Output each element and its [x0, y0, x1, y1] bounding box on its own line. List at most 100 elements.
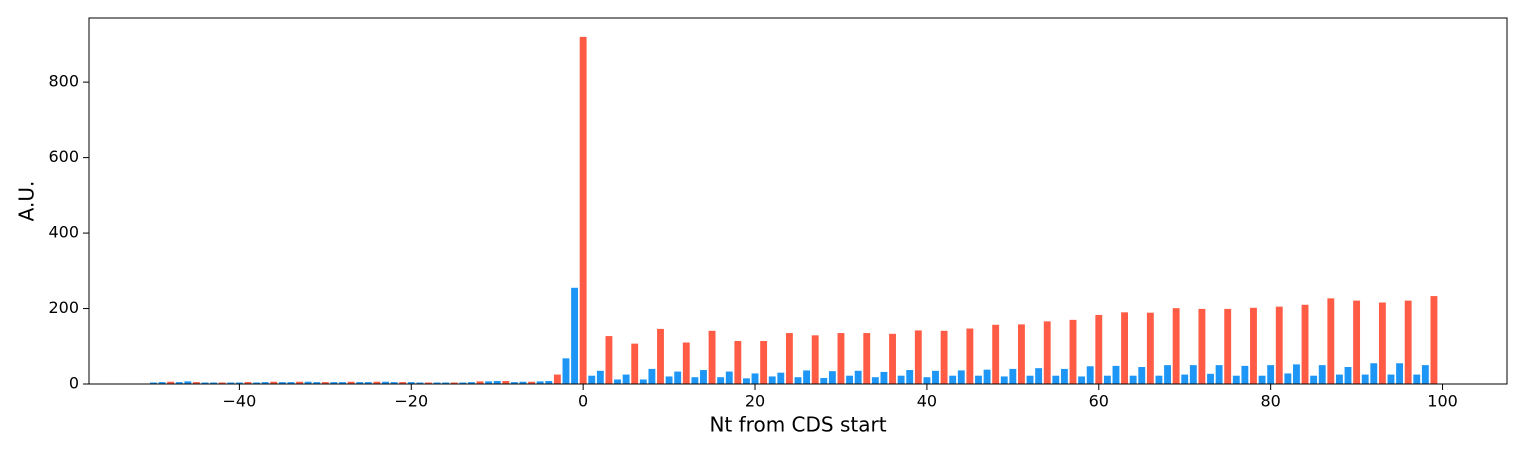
bar [983, 369, 991, 384]
bar [339, 382, 346, 384]
x-tick-label: −40 [223, 392, 257, 411]
bar [1095, 314, 1103, 384]
bar [889, 333, 896, 384]
x-tick-label: 60 [1089, 392, 1109, 411]
bar [1224, 308, 1232, 384]
bar [1121, 312, 1129, 384]
bar [1103, 375, 1111, 384]
y-tick-label: 400 [48, 223, 79, 242]
x-tick-label: 80 [1260, 392, 1280, 411]
bar [1155, 375, 1163, 384]
bar [863, 333, 871, 384]
bar [218, 382, 226, 384]
y-tick-label: 800 [48, 72, 79, 91]
bar [278, 382, 286, 384]
bar [828, 371, 836, 384]
bar [803, 370, 811, 384]
bar [450, 382, 458, 384]
bar [1387, 374, 1395, 384]
bar [648, 368, 656, 384]
y-tick-label: 600 [48, 147, 79, 166]
bar [880, 371, 888, 384]
bar [210, 382, 218, 384]
bar [321, 382, 329, 384]
bar [1215, 365, 1223, 384]
bar [1000, 376, 1008, 384]
bar [227, 382, 235, 384]
bar [708, 330, 716, 384]
bar [665, 376, 673, 384]
bar [459, 382, 467, 384]
bar [820, 377, 828, 384]
bar [1396, 363, 1404, 384]
bar [1112, 365, 1120, 384]
bar [914, 330, 922, 384]
bar [528, 381, 536, 384]
bar [596, 370, 604, 384]
bar [1078, 376, 1086, 384]
x-tick-label: −20 [394, 392, 428, 411]
bar [742, 378, 750, 384]
bar [1060, 368, 1068, 384]
bar [734, 340, 742, 384]
bar [1335, 374, 1343, 384]
bar [373, 381, 381, 384]
bar [519, 381, 527, 384]
bar [562, 358, 570, 384]
bar [1430, 296, 1438, 384]
bar [854, 370, 862, 384]
bar [1129, 375, 1137, 384]
bar [614, 379, 621, 384]
y-axis-label: A.U. [15, 181, 39, 222]
bar [1267, 365, 1275, 384]
bar [1275, 306, 1283, 384]
bar [1009, 368, 1017, 384]
bar [253, 382, 261, 384]
bar [382, 381, 389, 384]
bar [622, 374, 630, 384]
bar [1344, 367, 1352, 384]
bar [330, 382, 338, 384]
bar [1181, 374, 1189, 384]
bar [1198, 308, 1206, 384]
bar [270, 381, 278, 384]
bar [605, 336, 613, 384]
bar [536, 381, 544, 384]
x-tick-label: 40 [917, 392, 937, 411]
bar [356, 382, 364, 384]
x-tick-label: 100 [1427, 392, 1458, 411]
bar [940, 330, 948, 384]
bar [1413, 374, 1421, 384]
bar [1310, 375, 1318, 384]
bar [906, 370, 914, 384]
bar [760, 340, 768, 384]
y-tick-label: 0 [69, 374, 79, 393]
bar [510, 382, 518, 384]
bar [1318, 365, 1326, 384]
bar [201, 382, 209, 384]
bar [1189, 365, 1197, 384]
bar [751, 373, 759, 384]
bar [1035, 368, 1043, 384]
bar [167, 381, 175, 384]
bar [1138, 367, 1146, 384]
bar [261, 382, 269, 384]
bar [846, 375, 854, 384]
bar [1284, 373, 1292, 384]
bar [957, 370, 965, 384]
bar [304, 381, 312, 384]
bar [571, 287, 578, 384]
bar [923, 377, 931, 384]
bar [897, 375, 905, 384]
x-tick-label: 20 [745, 392, 765, 411]
bar [811, 335, 819, 384]
bar [425, 382, 432, 384]
bar [975, 375, 982, 384]
bar [364, 382, 372, 384]
bar [785, 333, 793, 384]
bar [1293, 364, 1300, 384]
bar [184, 381, 192, 384]
bar [467, 382, 475, 384]
bar [631, 343, 639, 384]
